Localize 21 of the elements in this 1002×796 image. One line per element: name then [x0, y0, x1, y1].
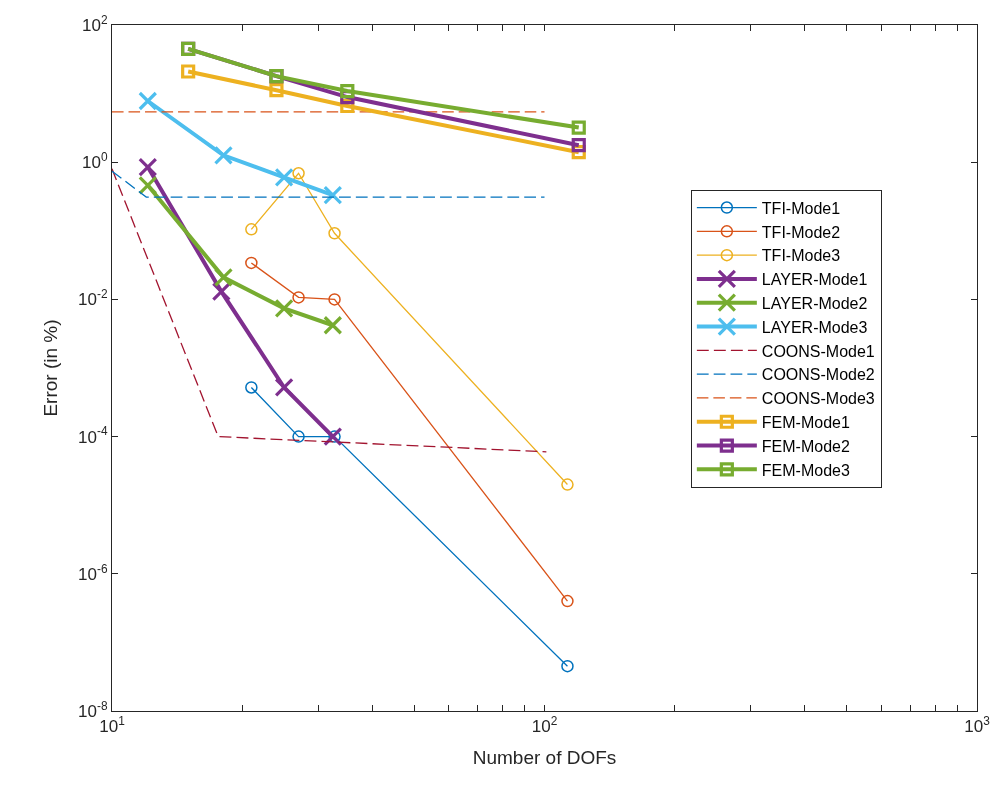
legend-label: LAYER-Mode3: [761, 318, 868, 336]
y-axis-title: Error (in %): [39, 319, 61, 417]
legend-label: LAYER-Mode1: [761, 271, 868, 289]
legend-label: TFI-Mode1: [761, 199, 841, 217]
y-tick-label: 10$^{2}$: [82, 12, 108, 35]
y-tick-label: 10$^{-4}$: [78, 424, 108, 447]
legend-label: TFI-Mode2: [761, 223, 841, 241]
legend-label: COONS-Mode2: [761, 366, 875, 384]
legend-label: TFI-Mode3: [761, 247, 841, 265]
y-tick-label: 10$^{0}$: [82, 150, 108, 173]
legend-label: LAYER-Mode2: [761, 294, 868, 312]
legend-label: FEM-Mode2: [761, 437, 850, 455]
legend-label: COONS-Mode1: [761, 342, 875, 360]
legend-label: FEM-Mode3: [761, 461, 850, 479]
y-tick-label: 10$^{-6}$: [78, 561, 108, 584]
x-tick-label: 10$^{2}$: [531, 714, 558, 737]
legend-label: COONS-Mode3: [761, 390, 875, 408]
legend-label: FEM-Mode1: [761, 413, 850, 431]
y-tick-label: 10$^{-2}$: [78, 287, 108, 310]
x-tick-label: 10$^{3}$: [964, 714, 991, 737]
x-axis-title: Number of DOFs: [472, 747, 617, 769]
